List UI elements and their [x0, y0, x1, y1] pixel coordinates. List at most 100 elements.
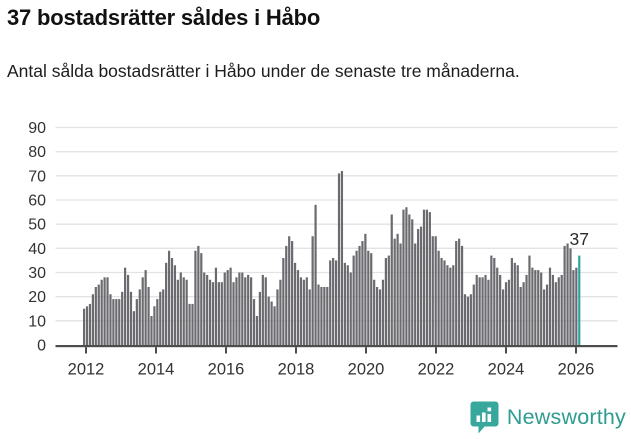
bar: [132, 311, 136, 345]
bar: [370, 253, 373, 345]
bar: [402, 209, 405, 345]
bar: [170, 258, 174, 345]
bar: [367, 250, 370, 345]
page-title: 37 bostadsrätter såldes i Håbo: [7, 5, 321, 30]
bar: [276, 289, 279, 345]
bar: [135, 299, 138, 345]
plot-area: 0 10 20 30 40 50 60 70 80 90 2012 2014 2016 2018 2020 2…: [28, 120, 618, 379]
y-tick-label: 30: [28, 265, 46, 282]
bar: [197, 245, 200, 345]
bar: [343, 262, 346, 345]
bar: [285, 245, 288, 345]
bar: [414, 243, 417, 345]
bar: [390, 214, 393, 345]
bar: [141, 277, 144, 345]
bar: [214, 267, 218, 345]
bar: [481, 277, 484, 345]
bar: [487, 279, 490, 345]
bar: [305, 277, 308, 345]
bar: [264, 277, 267, 345]
bar: [106, 277, 109, 345]
bar: [83, 308, 86, 345]
bar: [124, 267, 127, 345]
bar: [85, 306, 89, 345]
bar: [167, 250, 171, 345]
bar: [431, 236, 434, 345]
bar: [425, 209, 429, 345]
bar: [493, 258, 496, 345]
bar: [499, 274, 502, 345]
bar: [220, 282, 223, 345]
y-tick-label: 90: [28, 120, 46, 137]
bar: [191, 303, 194, 345]
bar: [235, 277, 238, 345]
bar: [255, 316, 259, 345]
bar: [352, 255, 355, 345]
bar: [129, 291, 133, 345]
bar: [569, 248, 572, 345]
bar: [288, 236, 291, 345]
brand-name: Newsworthy: [506, 405, 626, 429]
bar: [501, 289, 505, 345]
bar-chart-speech-bubble-icon: [470, 401, 499, 434]
bar-highlighted: [578, 255, 581, 345]
bar: [182, 277, 185, 345]
x-tick-label: 2022: [418, 361, 455, 379]
bar: [291, 241, 294, 345]
bar: [173, 265, 177, 345]
bar: [91, 294, 94, 345]
bar: [361, 241, 364, 345]
bar: [349, 272, 352, 345]
bar: [247, 274, 250, 345]
bar-chart: 0 10 20 30 40 50 60 70 80 90 2012 2014 2016 2018 2020 2…: [28, 120, 618, 379]
x-tick-label: 2024: [488, 361, 525, 379]
bar: [437, 250, 440, 345]
bar: [528, 255, 531, 345]
bar: [188, 303, 191, 345]
bar: [97, 284, 100, 345]
bar: [337, 173, 341, 345]
bar: [376, 287, 379, 345]
bar: [422, 209, 426, 345]
bar: [463, 294, 467, 345]
bar: [519, 287, 522, 345]
bar: [504, 282, 508, 345]
bar: [475, 274, 478, 345]
bar: [560, 274, 563, 345]
bar: [88, 303, 92, 345]
bar: [340, 171, 344, 345]
bar: [358, 245, 361, 345]
bar: [513, 262, 516, 345]
bar: [153, 306, 156, 345]
bar: [100, 279, 103, 345]
bar: [381, 279, 385, 345]
bar: [472, 284, 475, 345]
bar: [208, 279, 212, 345]
bar: [332, 258, 335, 345]
bar: [516, 265, 519, 345]
bar: [373, 279, 376, 345]
bar: [419, 226, 423, 345]
x-tick-label: 2026: [558, 361, 595, 379]
bar: [293, 262, 297, 345]
bar: [223, 272, 226, 345]
bar: [393, 238, 396, 345]
newsworthy-brand: Newsworthy: [470, 401, 626, 434]
bar: [329, 260, 332, 345]
bar: [121, 291, 124, 345]
bar: [458, 238, 461, 345]
bar: [112, 299, 115, 345]
bar: [469, 294, 472, 345]
x-tick-label: 2014: [138, 361, 175, 379]
bar: [466, 296, 470, 345]
bar: [103, 277, 106, 345]
x-axis: [55, 345, 618, 348]
y-tick-label: 60: [28, 192, 46, 209]
y-tick-label: 70: [28, 168, 46, 185]
bar: [203, 272, 206, 345]
last-value-label: 37: [569, 228, 589, 249]
bar: [384, 258, 387, 345]
bar: [109, 294, 112, 345]
y-tick-label: 50: [28, 217, 46, 234]
bar: [540, 272, 543, 345]
